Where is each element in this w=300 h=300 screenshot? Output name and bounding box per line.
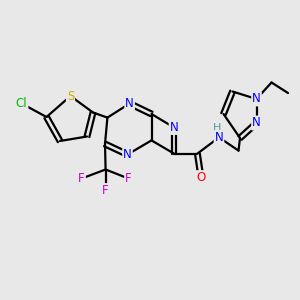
Text: F: F (102, 184, 109, 197)
Text: Cl: Cl (16, 97, 27, 110)
Text: S: S (67, 89, 74, 103)
Text: N: N (169, 121, 178, 134)
Text: F: F (125, 172, 132, 185)
Text: N: N (252, 116, 261, 130)
Text: N: N (214, 131, 224, 144)
Text: N: N (123, 148, 132, 161)
Text: O: O (196, 171, 206, 184)
Text: N: N (252, 92, 261, 106)
Text: H: H (213, 123, 222, 134)
Text: N: N (125, 97, 134, 110)
Text: F: F (78, 172, 85, 185)
